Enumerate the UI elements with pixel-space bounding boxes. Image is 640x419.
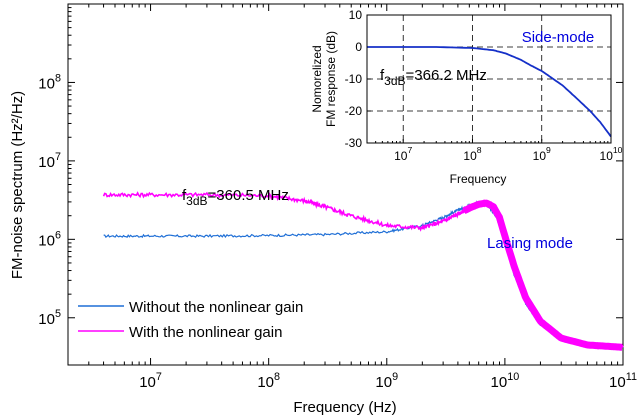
inset-f3db-annotation: f3dB=366.2 MHz bbox=[380, 67, 487, 88]
inset-plot-border bbox=[366, 14, 612, 144]
inset-x-tick-label: 108 bbox=[463, 145, 481, 163]
inset-series bbox=[367, 46, 612, 138]
main-series-band bbox=[461, 199, 625, 351]
main-x-tick-label: 1011 bbox=[609, 371, 637, 391]
main-x-tick-label: 108 bbox=[257, 371, 280, 391]
inset-y-tick-label: 0 bbox=[355, 40, 362, 54]
main-y-tick-label: 105 bbox=[38, 308, 61, 328]
main-y-axis-label-text: FM-noise spectrum (Hz²/Hz) bbox=[9, 91, 26, 279]
inset-x-axis-label: Frequency bbox=[450, 172, 507, 186]
main-legend: Without the nonlinear gain With the nonl… bbox=[78, 299, 303, 341]
main-y-tick-label: 106 bbox=[38, 229, 61, 249]
main-x-ticks: 107 108 109 1010 1011 bbox=[67, 4, 637, 391]
inset-y-label-row2: FM response (dB) bbox=[324, 31, 338, 127]
main-f3db-sub: 3dB bbox=[186, 194, 207, 208]
inset-y-axis-label-group: Nomorelized FM response (dB) bbox=[310, 31, 338, 127]
main-x-tick-label: 109 bbox=[375, 371, 398, 391]
inset-f3db-sub: 3dB bbox=[384, 74, 405, 88]
inset-y-axis-label: Nomorelized bbox=[0, 0, 34, 3]
inset-f3db-value: =366.2 MHz bbox=[406, 67, 487, 84]
legend-label-without: Without the nonlinear gain bbox=[129, 299, 303, 316]
inset-x-tick-label: 1010 bbox=[600, 145, 623, 163]
inset-y-ticks: 10 0 -10 -20 -30 bbox=[345, 8, 371, 150]
main-x-tick-label: 107 bbox=[139, 371, 162, 391]
main-f3db-annotation: f3dB=360.5 MHz bbox=[182, 187, 289, 208]
inset-y-tick-label: -10 bbox=[345, 72, 363, 86]
side-mode-label: Side-mode bbox=[522, 29, 595, 46]
main-f3db-f: f bbox=[182, 187, 187, 204]
inset-chart: 10 0 -10 -20 -30 107 108 109 1010 Frequency Nom… bbox=[0, 0, 623, 186]
main-y-ticks: 105 106 107 108 bbox=[38, 7, 623, 328]
inset-y-label-line1: Nomorelized bbox=[0, 0, 34, 3]
main-y-tick-label: 108 bbox=[38, 72, 61, 92]
inset-y-tick-label: -30 bbox=[345, 136, 363, 150]
inset-x-tick-label: 109 bbox=[533, 145, 551, 163]
main-f3db-value: =360.5 MHz bbox=[208, 187, 289, 204]
main-x-axis-label: Frequency (Hz) bbox=[293, 399, 396, 416]
inset-y-tick-label: -20 bbox=[345, 104, 363, 118]
main-y-axis-label: FM-noise spectrum (Hz²/Hz) bbox=[9, 91, 26, 279]
main-x-tick-label: 1010 bbox=[491, 371, 520, 391]
inset-y-label-row1: Nomorelized bbox=[310, 45, 324, 112]
main-y-tick-label: 107 bbox=[38, 151, 61, 171]
inset-f3db-f: f bbox=[380, 67, 385, 84]
inset-y-tick-label: 10 bbox=[349, 8, 363, 22]
main-series bbox=[102, 191, 625, 351]
lasing-mode-label: Lasing mode bbox=[487, 235, 573, 252]
inset-x-tick-label: 107 bbox=[394, 145, 412, 163]
legend-label-with: With the nonlinear gain bbox=[129, 324, 282, 341]
inset-series-line bbox=[367, 46, 612, 138]
